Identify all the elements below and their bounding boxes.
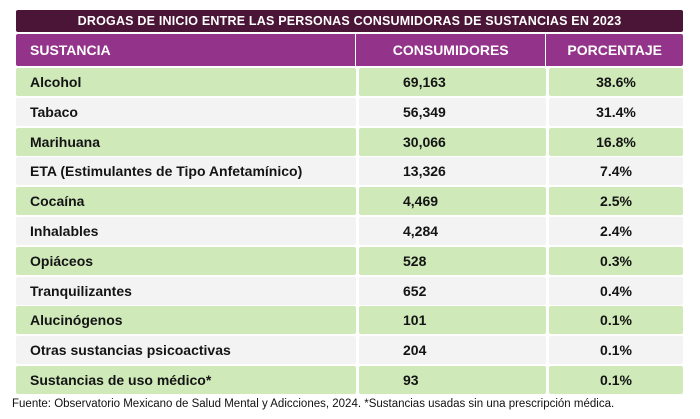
cell-percentage: 0.1% (549, 336, 683, 365)
table-row: Otras sustancias psicoactivas 204 0.1% (16, 336, 683, 365)
cell-percentage: 0.1% (549, 365, 683, 394)
cell-consumers: 13,326 (359, 157, 546, 186)
cell-percentage: 7.4% (549, 157, 683, 186)
cell-consumers: 30,066 (359, 127, 546, 156)
table-row: Alucinógenos 101 0.1% (16, 306, 683, 335)
cell-substance: ETA (Estimulantes de Tipo Anfetamínico) (16, 157, 356, 186)
cell-substance: Alucinógenos (16, 306, 356, 335)
cell-substance: Marihuana (16, 127, 356, 156)
cell-percentage: 0.4% (549, 276, 683, 305)
column-header-substance: SUSTANCIA (30, 42, 111, 58)
cell-consumers: 204 (359, 336, 546, 365)
cell-percentage: 38.6% (549, 68, 683, 96)
table-row: Marihuana 30,066 16.8% (16, 127, 683, 156)
column-header-consumers: CONSUMIDORES (355, 34, 545, 66)
cell-consumers: 528 (359, 246, 546, 275)
cell-consumers: 4,469 (359, 187, 546, 216)
cell-percentage: 2.4% (549, 216, 683, 245)
table-body: Alcohol 69,163 38.6% Tabaco 56,349 31.4%… (16, 68, 683, 394)
column-header-percentage: PORCENTAJE (545, 34, 683, 66)
table-header: SUSTANCIA CONSUMIDORES PORCENTAJE (16, 34, 683, 66)
cell-consumers: 101 (359, 306, 546, 335)
cell-substance: Inhalables (16, 216, 356, 245)
table-row: Tranquilizantes 652 0.4% (16, 276, 683, 305)
table-row: Opiáceos 528 0.3% (16, 246, 683, 275)
table-row: Alcohol 69,163 38.6% (16, 68, 683, 96)
cell-percentage: 31.4% (549, 97, 683, 126)
table-row: Sustancias de uso médico* 93 0.1% (16, 365, 683, 394)
cell-consumers: 69,163 (359, 68, 546, 96)
drug-table: DROGAS DE INICIO ENTRE LAS PERSONAS CONS… (16, 10, 683, 396)
table-row: Inhalables 4,284 2.4% (16, 216, 683, 245)
cell-consumers: 4,284 (359, 216, 546, 245)
cell-consumers: 652 (359, 276, 546, 305)
cell-substance: Cocaína (16, 187, 356, 216)
table-title: DROGAS DE INICIO ENTRE LAS PERSONAS CONS… (16, 10, 683, 32)
table-row: Cocaína 4,469 2.5% (16, 187, 683, 216)
table-row: ETA (Estimulantes de Tipo Anfetamínico) … (16, 157, 683, 186)
source-note: Fuente: Observatorio Mexicano de Salud M… (12, 398, 615, 410)
table-row: Tabaco 56,349 31.4% (16, 97, 683, 126)
cell-substance: Otras sustancias psicoactivas (16, 336, 356, 365)
cell-percentage: 0.1% (549, 306, 683, 335)
cell-substance: Alcohol (16, 68, 356, 96)
cell-percentage: 16.8% (549, 127, 683, 156)
cell-substance: Sustancias de uso médico* (16, 365, 356, 394)
cell-percentage: 0.3% (549, 246, 683, 275)
cell-substance: Tabaco (16, 97, 356, 126)
cell-consumers: 56,349 (359, 97, 546, 126)
cell-substance: Tranquilizantes (16, 276, 356, 305)
cell-consumers: 93 (359, 365, 546, 394)
cell-substance: Opiáceos (16, 246, 356, 275)
cell-percentage: 2.5% (549, 187, 683, 216)
